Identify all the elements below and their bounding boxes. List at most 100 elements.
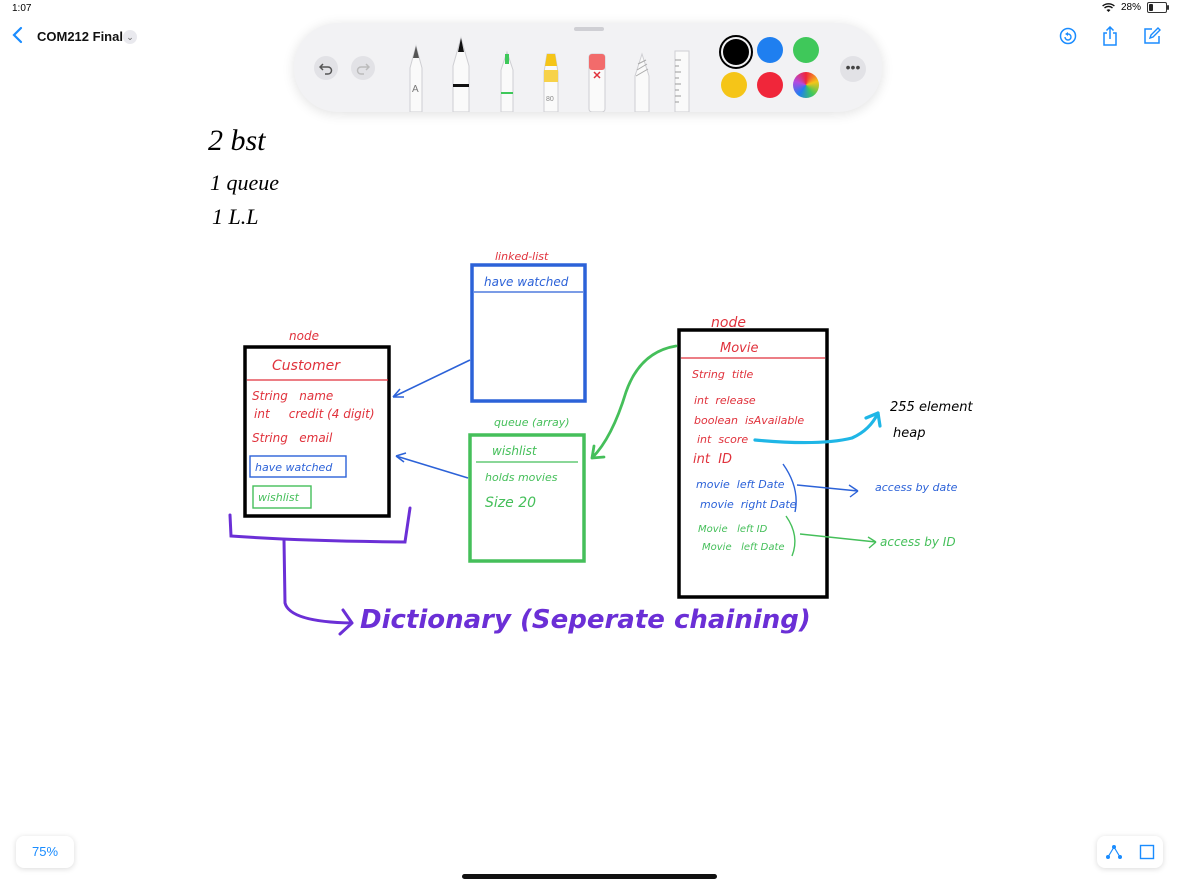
- customer-wishlist: wishlist: [258, 491, 300, 504]
- zoom-level: 75%: [31, 844, 59, 859]
- battery-icon: [1147, 2, 1169, 13]
- dictionary-note: Dictionary (Seperate chaining): [360, 605, 811, 635]
- square-icon: [1139, 844, 1154, 860]
- movie-blue-field: movie left Date: [696, 478, 785, 491]
- page-view-button[interactable]: [1136, 841, 1158, 863]
- customer-field: String name: [252, 389, 333, 403]
- access-by-id-note: access by ID: [880, 535, 956, 549]
- color-swatch-blue[interactable]: [757, 37, 783, 63]
- queue-title: wishlist: [492, 444, 538, 458]
- movie-blue-field: movie right Date: [700, 498, 797, 511]
- pencil-tool[interactable]: [632, 52, 652, 113]
- ruler-icon: [674, 50, 690, 113]
- compose-button[interactable]: [1141, 24, 1163, 48]
- color-swatch-red[interactable]: [757, 72, 783, 98]
- history-icon: [1059, 27, 1077, 45]
- bottom-controls: [1097, 836, 1163, 868]
- heap-note-line: heap: [893, 426, 925, 441]
- markup-undo-history-button[interactable]: [1057, 24, 1079, 48]
- redo-button[interactable]: [351, 56, 375, 80]
- highlighter-tool[interactable]: 80: [541, 50, 561, 113]
- arrow-to-dictionary: [282, 538, 354, 636]
- eraser-tool[interactable]: [587, 52, 607, 113]
- arrow-linked-list-to-customer: [392, 359, 471, 398]
- pencil-icon: [634, 52, 650, 113]
- monoline-pen-tool[interactable]: A: [407, 44, 425, 113]
- access-by-date-note: access by date: [875, 481, 958, 494]
- movie-field: String title: [692, 368, 754, 381]
- customer-node-label: node: [289, 329, 319, 343]
- nav-bar: COM212 Final ⌄: [0, 20, 1179, 56]
- color-swatch-yellow[interactable]: [721, 72, 747, 98]
- arrow-access-by-date: [796, 484, 859, 498]
- palette-grabber[interactable]: [574, 27, 604, 31]
- arrow-movie-to-queue: [590, 344, 678, 460]
- more-icon: •••: [845, 59, 861, 75]
- eraser-icon: [588, 53, 606, 113]
- movie-green-field: Movie left ID: [698, 524, 768, 535]
- title-menu-button[interactable]: ⌄: [123, 30, 137, 44]
- linked-list-box: [470, 263, 587, 403]
- movie-field: int release: [694, 394, 756, 407]
- compose-icon: [1144, 27, 1161, 44]
- customer-box: [243, 345, 391, 518]
- queue-line: Size 20: [485, 495, 536, 511]
- undo-icon: [319, 63, 333, 75]
- linked-list-caption: linked-list: [495, 250, 549, 263]
- monoline-pen-icon: [409, 44, 423, 113]
- pen-tool[interactable]: [450, 36, 472, 113]
- heap-note-line: 255 element: [890, 400, 973, 415]
- share-button[interactable]: [1099, 24, 1121, 48]
- wifi-icon: [1102, 2, 1115, 12]
- undo-button[interactable]: [314, 56, 338, 80]
- customer-have-watched: have watched: [255, 461, 333, 474]
- status-time: 1:07: [12, 3, 32, 14]
- customer-field: String email: [252, 431, 333, 445]
- queue-caption: queue (array): [494, 416, 570, 429]
- battery-percent: 28%: [1120, 2, 1141, 13]
- status-bar: 1:07 28%: [0, 0, 1179, 18]
- shape-recognition-button[interactable]: [1103, 841, 1125, 863]
- status-indicators: 28%: [1102, 2, 1169, 13]
- highlighter-size: 80: [546, 96, 554, 103]
- movie-title: Movie: [720, 341, 758, 356]
- customer-wishlist-box: [252, 485, 312, 509]
- movie-field: int ID: [693, 452, 732, 467]
- queue-box: [468, 433, 586, 563]
- color-picker-multicolor[interactable]: [793, 72, 819, 98]
- more-options-button[interactable]: •••: [840, 56, 866, 82]
- customer-have-watched-box: [249, 455, 347, 478]
- redo-icon: [356, 63, 370, 75]
- note-queue: 1 queue: [210, 170, 279, 195]
- markup-tool-palette: A 80 •••: [294, 23, 882, 113]
- movie-field: boolean isAvailable: [694, 414, 804, 427]
- color-swatch-green[interactable]: [793, 37, 819, 63]
- marker-tool[interactable]: [498, 50, 516, 113]
- chevron-left-icon: [12, 26, 23, 44]
- color-swatch-black[interactable]: [719, 35, 753, 69]
- queue-line: holds movies: [485, 471, 558, 484]
- pen-icon: [452, 36, 470, 113]
- note-ll: 1 L.L: [212, 204, 258, 229]
- arrow-access-by-id: [799, 533, 877, 549]
- customer-field: int credit (4 digit): [254, 407, 375, 421]
- zoom-level-button[interactable]: 75%: [16, 836, 74, 868]
- customer-title: Customer: [272, 358, 341, 374]
- back-button[interactable]: [6, 26, 28, 48]
- chevron-down-icon: ⌄: [126, 32, 134, 42]
- green-brace: [785, 515, 796, 557]
- movie-box: [677, 328, 829, 599]
- home-indicator[interactable]: [462, 874, 717, 879]
- marker-icon: [500, 50, 514, 113]
- movie-green-field: Movie left Date: [702, 542, 785, 553]
- blue-brace: [782, 463, 797, 513]
- nav-actions: [1057, 24, 1163, 48]
- linked-list-header: have watched: [484, 275, 569, 289]
- ruler-tool[interactable]: [674, 50, 690, 113]
- nodes-icon: [1105, 845, 1122, 859]
- document-title[interactable]: COM212 Final: [37, 29, 123, 44]
- arrow-queue-to-customer: [395, 452, 469, 479]
- highlighter-icon: [543, 53, 559, 113]
- share-icon: [1103, 26, 1117, 46]
